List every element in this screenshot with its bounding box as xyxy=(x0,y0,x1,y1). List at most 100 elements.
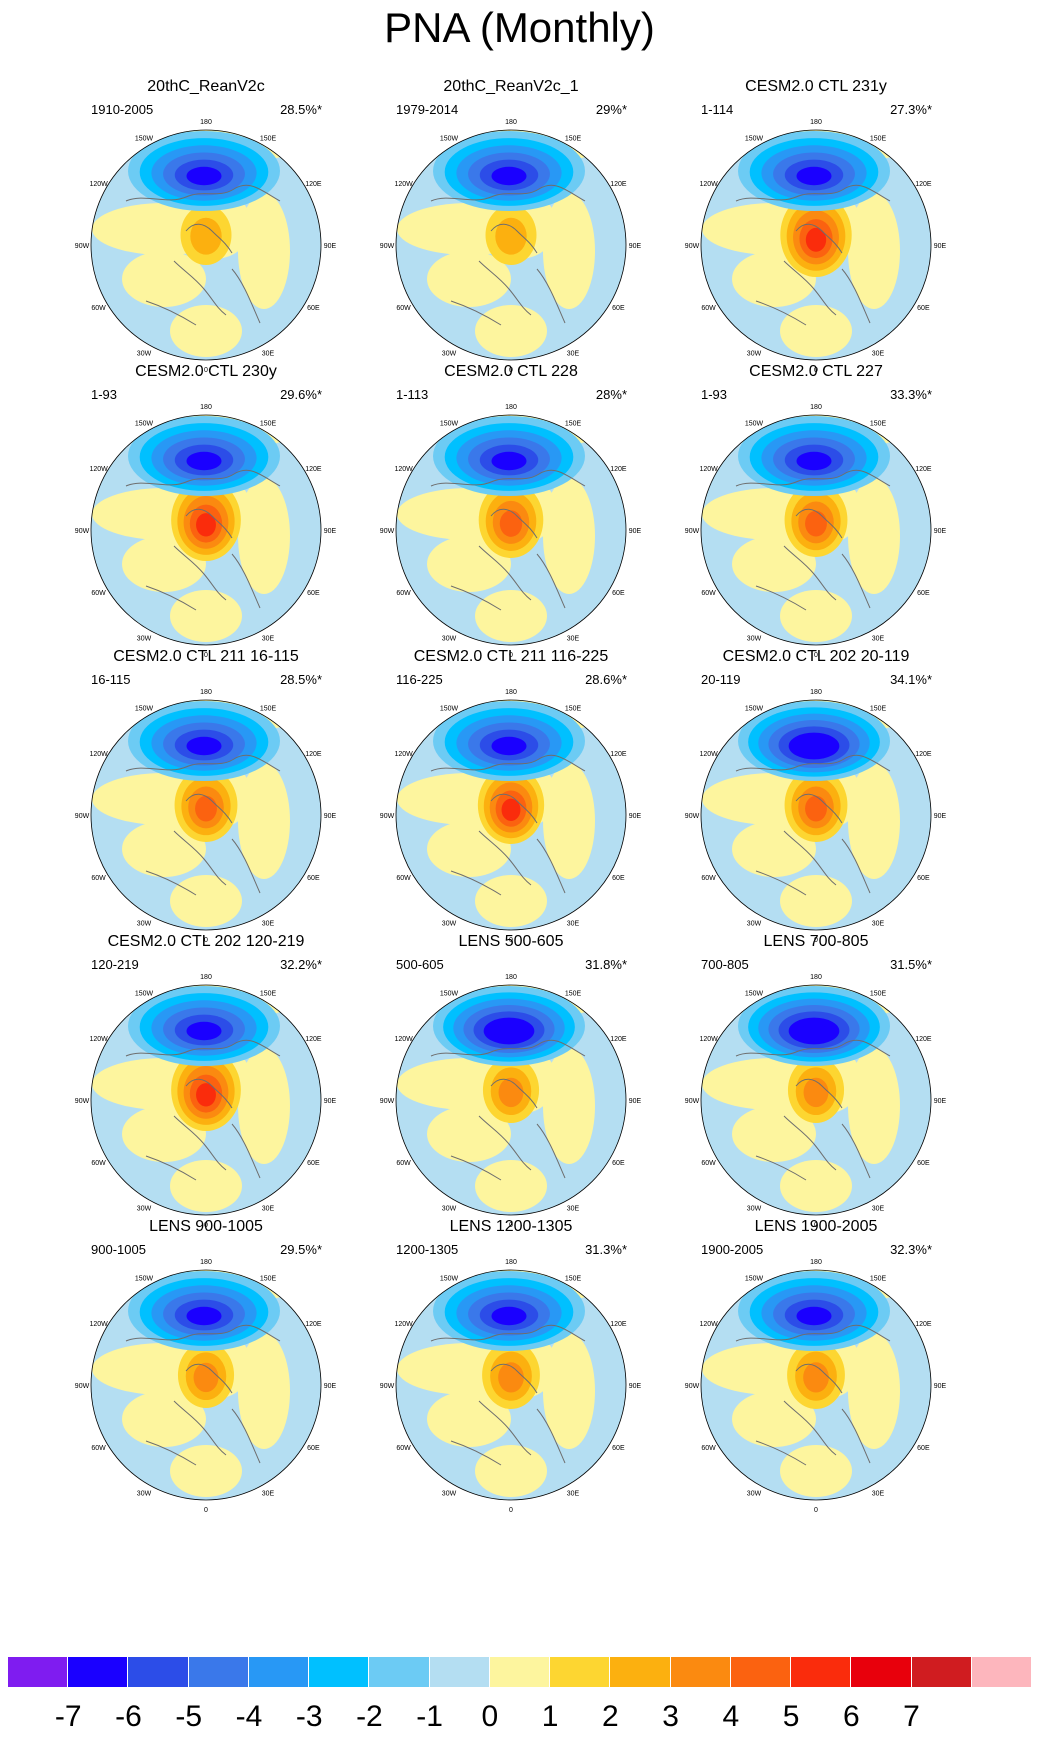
coastline xyxy=(430,1039,586,1181)
longitude-label: 30E xyxy=(262,920,275,927)
positive-zone-east xyxy=(848,1333,900,1449)
longitude-label: 180 xyxy=(810,404,822,411)
polar-map: 180 150E 120E 90E 60E 30E 0 30W 60W 90W 120W 150W xyxy=(75,119,337,374)
negative-anomaly-contour xyxy=(493,1024,525,1040)
panel-title: LENS 900-1005 xyxy=(149,1218,263,1235)
positive-zone-atlantic xyxy=(780,1445,852,1497)
positive-zone-south xyxy=(732,821,816,877)
longitude-label: 90W xyxy=(75,243,90,250)
positive-zone-east xyxy=(238,193,290,309)
longitude-label: 60W xyxy=(396,1160,411,1167)
negative-anomaly-contour xyxy=(186,1306,222,1326)
panel-title: CESM2.0 CTL 202 120-219 xyxy=(107,933,305,950)
longitude-label: 180 xyxy=(200,404,212,411)
positive-anomaly-contour xyxy=(498,1362,524,1393)
map-panel: CESM2.0 CTL 231y 1-114 27.3%* 180 150E 120E 90… xyxy=(666,78,966,383)
longitude-label: 0 xyxy=(814,937,818,944)
longitude-label: 180 xyxy=(505,689,517,696)
panel-title: CESM2.0 CTL 211 16-115 xyxy=(113,648,299,665)
longitude-label: 0 xyxy=(814,1222,818,1229)
positive-zone-atlantic xyxy=(170,590,242,642)
longitude-label: 30W xyxy=(747,635,762,642)
map-panel: CESM2.0 CTL 230y 1-93 29.6%* 180 150E 120E 90E… xyxy=(56,363,356,668)
longitude-label: 120E xyxy=(915,1321,932,1328)
negative-anomaly-contour xyxy=(186,166,222,186)
colorbar-tick-label: 3 xyxy=(662,1700,679,1733)
longitude-label: 180 xyxy=(505,1259,517,1266)
panel-title: CESM2.0 CTL 230y xyxy=(135,363,277,380)
negative-anomaly-contour xyxy=(491,736,527,756)
map-panel: LENS 700-805 700-805 31.5%* 180 150E 120E 90E 6… xyxy=(666,933,966,1238)
coastline xyxy=(735,754,891,896)
coastline xyxy=(430,1324,586,1466)
polar-map: 180 150E 120E 90E 60E 30E 0 30W 60W 90W 120W 150W xyxy=(685,1259,947,1514)
longitude-label: 60E xyxy=(612,875,625,882)
positive-anomaly-contour xyxy=(196,513,216,537)
longitude-label: 150E xyxy=(565,421,582,428)
longitude-label: 0 xyxy=(509,652,513,659)
colorbar-segment xyxy=(550,1657,611,1687)
panel-variance: 34.1%* xyxy=(890,672,932,687)
longitude-label: 120W xyxy=(394,1321,413,1328)
map-boundary xyxy=(90,414,322,646)
positive-zone-south xyxy=(122,1391,206,1447)
panel-period: 20-119 xyxy=(701,672,741,687)
negative-anomaly-contour xyxy=(186,736,222,756)
longitude-label: 60W xyxy=(701,1445,716,1452)
longitude-label: 60W xyxy=(91,1445,106,1452)
positive-zone-atlantic xyxy=(780,875,852,927)
longitude-label: 30E xyxy=(262,1205,275,1212)
longitude-label: 30E xyxy=(262,635,275,642)
longitude-label: 30W xyxy=(137,635,152,642)
colorbar-segment xyxy=(730,1657,792,1687)
longitude-label: 150W xyxy=(745,1276,764,1283)
colorbar-segment xyxy=(128,1657,189,1687)
colorbar-segment xyxy=(369,1657,430,1687)
colorbar-segment xyxy=(489,1657,551,1687)
longitude-label: 90W xyxy=(380,528,395,535)
longitude-label: 30W xyxy=(137,920,152,927)
longitude-label: 150E xyxy=(870,421,887,428)
panel-period: 1-93 xyxy=(91,387,118,402)
longitude-label: 150E xyxy=(565,991,582,998)
positive-zone-atlantic xyxy=(780,590,852,642)
longitude-label: 30W xyxy=(137,1205,152,1212)
longitude-label: 60W xyxy=(701,590,716,597)
positive-anomaly-contour xyxy=(805,510,827,537)
map-boundary xyxy=(90,984,322,1216)
colorbar-tick-label: -6 xyxy=(115,1700,142,1733)
map-boundary xyxy=(90,129,322,361)
longitude-label: 0 xyxy=(204,652,208,659)
colorbar-segment xyxy=(429,1657,490,1687)
longitude-label: 120E xyxy=(305,1036,322,1043)
polar-map: 180 150E 120E 90E 60E 30E 0 30W 60W 90W 120W 150W xyxy=(380,404,642,659)
positive-anomaly-contour xyxy=(803,1362,829,1393)
polar-map: 180 150E 120E 90E 60E 30E 0 30W 60W 90W 120W 150W xyxy=(380,974,642,1229)
longitude-label: 90E xyxy=(629,1098,642,1105)
longitude-label: 90E xyxy=(629,243,642,250)
longitude-label: 150E xyxy=(260,706,277,713)
longitude-label: 90W xyxy=(380,1383,395,1390)
longitude-label: 120E xyxy=(305,1321,322,1328)
map-boundary xyxy=(700,1269,932,1501)
positive-zone-south xyxy=(427,1391,511,1447)
panel-title: CESM2.0 CTL 211 116-225 xyxy=(413,648,609,665)
longitude-label: 30E xyxy=(567,1490,580,1497)
longitude-label: 120E xyxy=(610,466,627,473)
coastline xyxy=(125,754,281,896)
longitude-label: 180 xyxy=(200,119,212,126)
map-panel: LENS 500-605 500-605 31.8%* 180 150E 120E 90E 6… xyxy=(361,933,661,1238)
positive-anomaly-contour xyxy=(803,1077,829,1108)
panel-period: 120-219 xyxy=(91,957,139,972)
map-panel: LENS 900-1005 900-1005 29.5%* 180 150E 120E 90… xyxy=(56,1218,356,1523)
longitude-label: 150W xyxy=(440,991,459,998)
map-boundary xyxy=(90,699,322,931)
positive-anomaly-contour xyxy=(805,227,827,252)
positive-zone-east xyxy=(543,193,595,309)
map-panel: CESM2.0 CTL 202 120-219 120-219 32.2%* 180 1… xyxy=(56,933,356,1238)
panel-period: 1200-1305 xyxy=(396,1242,459,1257)
longitude-label: 150W xyxy=(440,136,459,143)
panel-title: CESM2.0 CTL 227 xyxy=(749,363,883,380)
longitude-label: 60E xyxy=(917,875,930,882)
colorbar-tick-label: 0 xyxy=(481,1700,499,1733)
